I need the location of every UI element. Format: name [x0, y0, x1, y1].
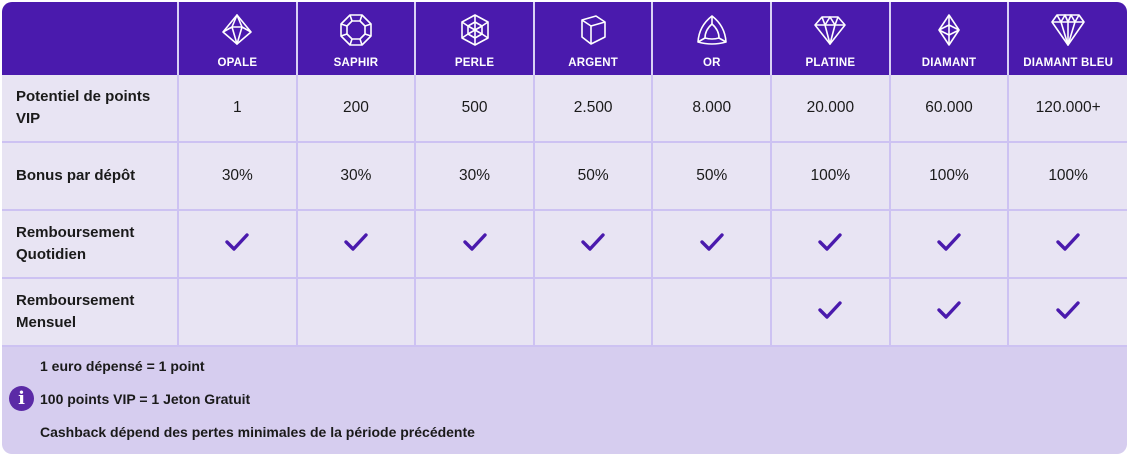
checkmark-icon	[818, 300, 843, 319]
tier-header-perle: PERLE	[415, 2, 535, 75]
table-cell: 20.000	[771, 75, 891, 143]
table-cell: 30%	[415, 142, 535, 211]
table-cell: 100%	[889, 142, 1010, 211]
table-cell	[178, 278, 298, 347]
checkmark-icon	[1056, 232, 1080, 251]
table-cell	[533, 278, 654, 347]
blue-diamond-icon	[1051, 14, 1085, 46]
tier-header-row: OPALE SAPHIR	[2, 2, 1127, 75]
table-cell	[771, 210, 891, 279]
vip-info-footer: i 1 euro dépensé = 1 point 100 points VI…	[2, 347, 1127, 445]
tier-header-diamant: DIAMANT	[889, 2, 1010, 75]
row-label: Bonus par dépôt	[2, 142, 180, 211]
tier-header-diamant-bleu: DIAMANT BLEU	[1008, 2, 1127, 75]
tier-name: ARGENT	[568, 57, 619, 69]
table-cell: 120.000+	[1008, 75, 1127, 143]
tier-name: OPALE	[217, 57, 258, 69]
tier-name: DIAMANT BLEU	[1023, 57, 1114, 69]
pearl-gem-icon	[460, 14, 489, 46]
footer-note-free-chip: 100 points VIP = 1 Jeton Gratuit	[40, 391, 251, 407]
tier-header-argent: ARGENT	[533, 2, 654, 75]
tier-header-saphir: SAPHIR	[296, 2, 417, 75]
row-daily-cashback: Remboursement Quotidien	[2, 210, 1127, 279]
table-cell	[652, 210, 773, 279]
row-monthly-cashback: Remboursement Mensuel	[2, 278, 1127, 347]
tier-header-or: OR	[652, 2, 773, 75]
checkmark-icon	[462, 232, 487, 251]
opal-gem-icon	[222, 14, 253, 45]
table-cell	[415, 278, 535, 347]
table-cell: 50%	[533, 142, 654, 211]
tier-name: OR	[702, 57, 721, 69]
silver-cube-icon	[581, 15, 606, 45]
table-cell	[415, 210, 535, 279]
checkmark-icon	[937, 300, 961, 319]
tier-header-platine: PLATINE	[771, 2, 891, 75]
table-cell	[1008, 210, 1127, 279]
checkmark-icon	[937, 232, 961, 251]
tier-name: SAPHIR	[333, 57, 379, 69]
row-vip-points: Potentiel de points VIP 1 200 500 2.500 8.000…	[2, 75, 1127, 143]
table-cell	[296, 278, 417, 347]
footer-note-euro-point: 1 euro dépensé = 1 point	[40, 358, 205, 374]
footer-note-cashback: Cashback dépend des pertes minimales de …	[40, 424, 475, 440]
checkmark-icon	[581, 232, 605, 251]
table-cell	[533, 210, 654, 279]
tier-header-opale: OPALE	[178, 2, 298, 75]
vip-table-body: Potentiel de points VIP 1 200 500 2.500 8.000…	[2, 75, 1127, 347]
sapphire-gem-icon	[340, 14, 372, 46]
row-label: Remboursement Quotidien	[2, 210, 180, 279]
diamond-icon	[938, 14, 960, 46]
table-cell: 100%	[771, 142, 891, 211]
table-cell: 8.000	[652, 75, 773, 143]
table-cell: 50%	[652, 142, 773, 211]
row-label: Potentiel de points VIP	[2, 75, 180, 143]
header-corner-cell	[2, 2, 180, 75]
gold-trillion-icon	[696, 15, 727, 45]
table-cell: 200	[296, 75, 417, 143]
checkmark-icon	[818, 232, 843, 251]
tier-name: PLATINE	[805, 57, 856, 69]
table-cell	[652, 278, 773, 347]
table-cell: 2.500	[533, 75, 654, 143]
table-cell	[296, 210, 417, 279]
table-cell: 60.000	[889, 75, 1010, 143]
checkmark-icon	[225, 232, 250, 251]
table-cell	[889, 278, 1010, 347]
table-cell	[1008, 278, 1127, 347]
checkmark-icon	[344, 232, 368, 251]
platinum-diamond-icon	[814, 16, 847, 45]
checkmark-icon	[1056, 300, 1080, 319]
table-cell: 100%	[1008, 142, 1127, 211]
table-cell: 1	[178, 75, 298, 143]
table-cell	[889, 210, 1010, 279]
row-deposit-bonus: Bonus par dépôt 30% 30% 30% 50% 50% 100% 100% 10…	[2, 142, 1127, 211]
tier-name: PERLE	[454, 57, 495, 69]
tier-name: DIAMANT	[921, 57, 977, 69]
table-cell: 30%	[178, 142, 298, 211]
checkmark-icon	[700, 232, 724, 251]
info-icon: i	[9, 386, 34, 411]
table-cell	[178, 210, 298, 279]
table-cell: 500	[415, 75, 535, 143]
table-cell	[771, 278, 891, 347]
row-label: Remboursement Mensuel	[2, 278, 180, 347]
table-cell: 30%	[296, 142, 417, 211]
vip-levels-table: OPALE SAPHIR	[2, 2, 1127, 347]
